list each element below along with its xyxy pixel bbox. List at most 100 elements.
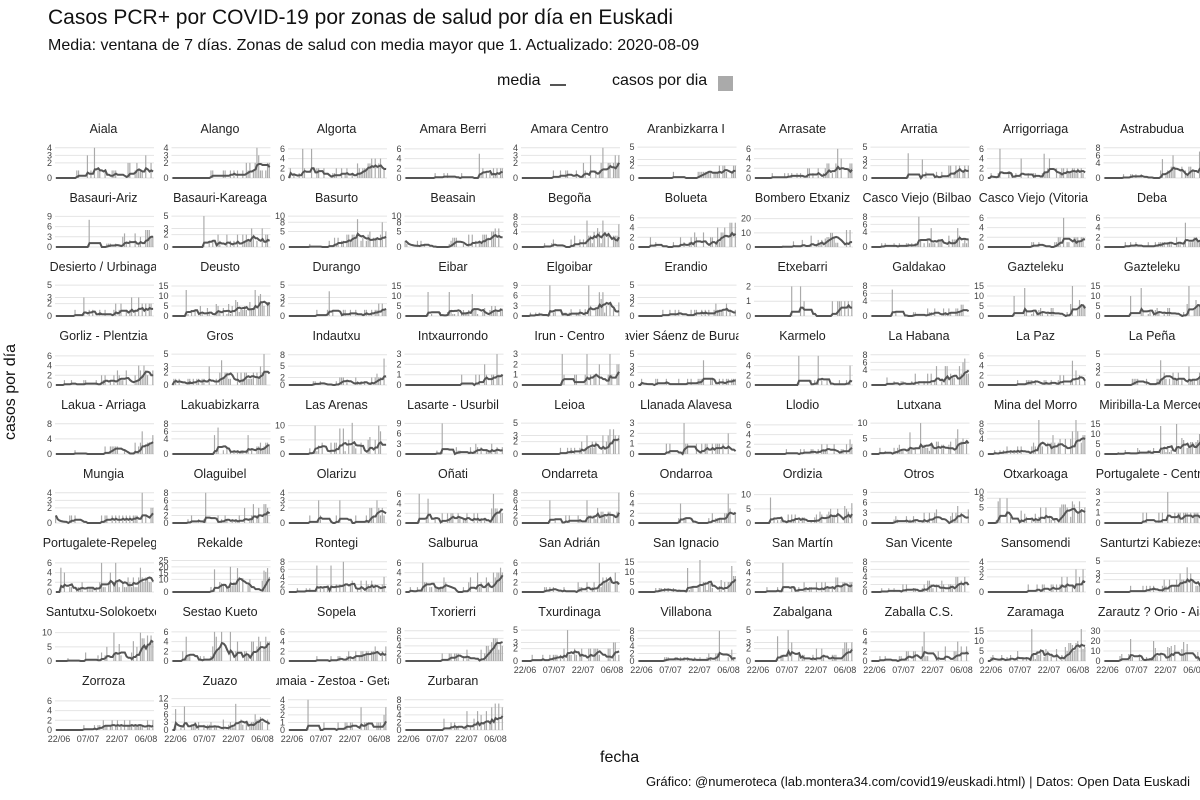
daily-bar: [935, 584, 938, 592]
daily-bar: [1177, 585, 1179, 592]
facet-title: Las Arenas: [305, 398, 368, 412]
daily-bar: [1059, 438, 1061, 454]
daily-bar: [1047, 314, 1049, 316]
daily-bar: [898, 656, 900, 661]
daily-bar: [697, 171, 699, 178]
daily-bar: [782, 562, 784, 592]
y-tick-label: 10: [1090, 429, 1100, 439]
chart-subtitle: Media: ventana de 7 días. Zonas de salud…: [48, 37, 700, 54]
daily-bar: [701, 443, 703, 454]
daily-bar: [224, 170, 226, 178]
daily-bar: [459, 518, 461, 523]
daily-bar: [957, 506, 959, 523]
daily-bar: [1163, 314, 1165, 316]
daily-bar: [718, 309, 720, 316]
daily-bar: [222, 378, 224, 385]
facet-title: Aiala: [90, 122, 118, 136]
mean-line: [288, 440, 387, 455]
y-tick-label: 0: [629, 380, 634, 390]
mean-line: [405, 169, 503, 180]
daily-bar: [810, 235, 812, 247]
daily-bar: [1145, 585, 1148, 592]
y-tick-label: 4: [163, 503, 168, 513]
daily-bar: [120, 655, 122, 661]
facet-title: Eibar: [438, 260, 467, 274]
daily-bar: [595, 170, 597, 178]
daily-bar: [602, 511, 604, 523]
daily-bar: [821, 648, 823, 661]
daily-bar: [717, 227, 719, 247]
daily-bar: [205, 492, 207, 523]
daily-bar: [475, 443, 477, 454]
daily-bar: [443, 577, 445, 592]
daily-bar: [879, 656, 881, 661]
daily-bar: [1168, 378, 1171, 385]
daily-bar: [452, 314, 454, 316]
daily-bar: [711, 513, 713, 523]
y-tick-label: 2: [629, 508, 634, 518]
daily-bar: [328, 240, 330, 247]
daily-bar: [1197, 585, 1199, 592]
y-tick-label: 10: [158, 574, 168, 584]
daily-bar: [798, 654, 800, 661]
daily-bar: [602, 435, 604, 454]
daily-bar: [734, 378, 736, 385]
daily-bar: [618, 492, 620, 523]
daily-bar: [787, 514, 789, 523]
daily-bar: [679, 237, 682, 247]
daily-bar: [228, 588, 230, 592]
y-tick-label: 0: [629, 656, 634, 666]
y-tick-label: 2: [513, 437, 518, 447]
daily-bar: [261, 450, 263, 454]
mean-line: [1104, 237, 1200, 248]
daily-bar: [927, 239, 929, 247]
daily-bar: [316, 309, 318, 316]
mean-line: [404, 233, 503, 248]
daily-bar: [245, 722, 247, 730]
daily-bar: [1040, 442, 1042, 454]
daily-bar: [1031, 242, 1033, 247]
daily-bar: [565, 515, 567, 523]
daily-bar: [1175, 424, 1178, 454]
x-tick-label: 22/06: [164, 734, 187, 744]
daily-bar: [957, 641, 959, 661]
daily-bar: [1071, 168, 1074, 178]
daily-bar: [404, 240, 406, 247]
daily-bar: [487, 450, 489, 454]
daily-bar: [134, 233, 136, 247]
y-tick-label: 2: [746, 163, 751, 173]
y-tick-label: 4: [47, 361, 52, 371]
daily-bar: [831, 301, 833, 316]
y-tick-label: 8: [280, 350, 285, 360]
daily-bar: [138, 446, 140, 454]
daily-bar: [251, 450, 253, 454]
daily-bar: [143, 582, 145, 592]
daily-bar: [231, 585, 233, 592]
y-tick-label: 3: [280, 292, 285, 302]
daily-bar: [1142, 585, 1144, 592]
mean-line: [287, 164, 387, 179]
daily-bar: [441, 653, 443, 661]
y-tick-label: 5: [163, 211, 168, 221]
y-tick-label: 4: [47, 143, 52, 153]
daily-bar: [1071, 645, 1074, 661]
y-tick-label: 0: [979, 656, 984, 666]
daily-bar: [702, 582, 705, 592]
daily-bar: [462, 587, 465, 592]
daily-bar: [263, 306, 265, 316]
y-tick-label: 0: [629, 311, 634, 321]
x-tick-label: 22/06: [281, 734, 304, 744]
y-tick-label: 6: [280, 627, 285, 637]
daily-bar: [475, 310, 477, 316]
daily-bar: [457, 726, 459, 730]
mean-line: [405, 373, 504, 387]
daily-bar: [955, 576, 957, 592]
daily-bar: [478, 240, 480, 247]
daily-bar: [1038, 655, 1040, 661]
daily-bar: [1122, 174, 1125, 178]
daily-bar: [598, 364, 600, 385]
